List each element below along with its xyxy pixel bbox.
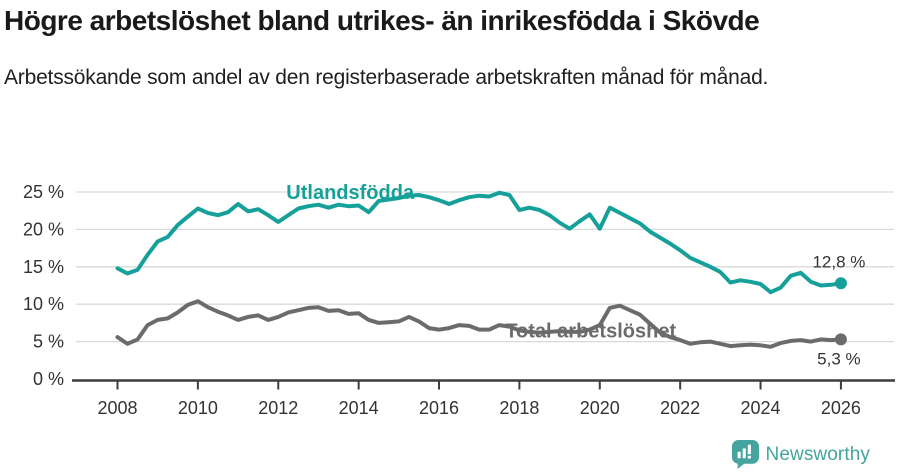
x-tick-label: 2020 — [580, 398, 620, 418]
y-tick-label: 0 % — [33, 369, 64, 389]
x-tick-label: 2018 — [499, 398, 539, 418]
end-value-label-utlandsfodda: 12,8 % — [812, 252, 865, 271]
x-tick-label: 2014 — [339, 398, 379, 418]
chart-title: Högre arbetslöshet bland utrikes- än inr… — [4, 5, 760, 36]
y-tick-label: 25 % — [23, 182, 64, 202]
y-tick-label: 5 % — [33, 332, 64, 352]
end-dot-total-arbetsloshet — [834, 333, 847, 346]
chart-subtitle: Arbetssökande som andel av den registerb… — [4, 66, 769, 89]
x-tick-label: 2008 — [97, 398, 137, 418]
x-tick-label: 2022 — [660, 398, 700, 418]
newsworthy-logo[interactable]: Newsworthy — [731, 440, 870, 469]
series-label-utlandsfodda: Utlandsfödda — [286, 182, 415, 204]
y-tick-label: 20 % — [23, 219, 64, 239]
x-tick-label: 2026 — [821, 398, 861, 418]
x-tick-label: 2010 — [178, 398, 218, 418]
x-tick-label: 2016 — [419, 398, 459, 418]
end-dot-utlandsfodda — [834, 277, 847, 290]
newsworthy-wordmark: Newsworthy — [765, 443, 870, 465]
y-tick-label: 15 % — [23, 257, 64, 277]
end-value-label-total-arbetsloshet: 5,3 % — [817, 349, 860, 368]
series-line-utlandsfodda — [115, 190, 843, 295]
y-tick-label: 10 % — [23, 294, 64, 314]
x-tick-label: 2012 — [258, 398, 298, 418]
series-label-total-arbetsloshet: Total arbetslöshet — [505, 320, 676, 342]
series-line-total-arbetsloshet — [115, 299, 843, 349]
newsworthy-bubble-chart-icon — [731, 440, 759, 469]
x-tick-label: 2024 — [741, 398, 781, 418]
